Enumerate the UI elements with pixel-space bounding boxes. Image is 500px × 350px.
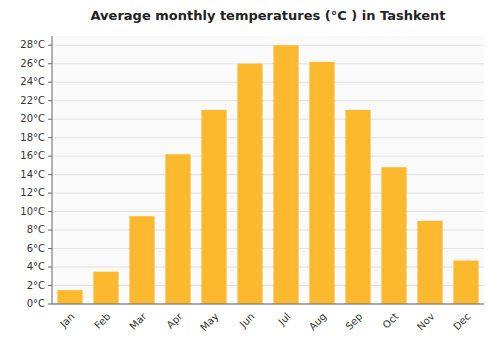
bar [201,110,226,304]
y-tick [48,230,52,231]
grid [52,45,484,304]
x-tick-label: Oct [380,311,400,331]
grid-line [52,174,484,175]
y-tick [48,248,52,249]
bar [417,221,442,304]
y-tick-label: 16°C [20,150,45,161]
y-tick-label: 14°C [20,169,45,180]
x-tick-label: Aug [307,311,329,333]
x-tick-label: Mar [127,310,149,332]
x-axis-line [52,304,484,305]
y-tick [48,45,52,46]
bar [273,45,298,304]
y-tick-label: 6°C [27,243,45,254]
y-tick [48,267,52,268]
grid-line [52,119,484,120]
y-tick [48,285,52,286]
y-tick [48,193,52,194]
y-tick-label: 4°C [27,261,45,272]
y-tick-label: 10°C [20,206,45,217]
grid-line [52,82,484,83]
bar [93,272,118,304]
y-tick-label: 12°C [20,187,45,198]
grid-line [52,304,484,305]
y-tick [48,119,52,120]
plot-background [52,36,484,304]
y-tick-label: 2°C [27,280,45,291]
x-tick-label: Jul [275,311,292,328]
y-tick-label: 0°C [27,298,45,309]
x-tick-label: Jan [57,311,76,330]
y-axis-line [52,36,53,304]
chart-container: 0°C 2°C 4°C 6°C 8°C 10°C 12°C 14°C 16°C 18°C 20°C 2… [0,0,500,350]
y-tick [48,174,52,175]
grid-line [52,45,484,46]
grid-line [52,193,484,194]
x-tick-label: Sep [343,311,364,332]
y-tick [48,82,52,83]
chart: 0°C 2°C 4°C 6°C 8°C 10°C 12°C 14°C 16°C 18°C 20°C 2… [0,0,500,350]
bar [381,167,406,304]
y-tick-label: 22°C [20,95,45,106]
bar [309,62,334,304]
bar [453,261,478,304]
x-tick-label: Apr [164,310,185,331]
title: Average monthly temperatures (°C ) in Ta… [91,8,446,23]
y-tick-label: 26°C [20,58,45,69]
x-tick-label: Jun [237,311,257,331]
x-tick-label: Dec [451,311,472,332]
grid-line [52,100,484,101]
x-tick-label: May [198,311,220,333]
y-tick [48,304,52,305]
bar [129,216,154,304]
y-tick [48,137,52,138]
y-tick-label: 28°C [20,39,45,50]
y-tick [48,211,52,212]
x-tick-label: Nov [415,311,437,333]
y-tick [48,100,52,101]
y-tick-label: 20°C [20,113,45,124]
bar [345,110,370,304]
x-tick-label: Feb [92,311,112,331]
x-tick-labels: Jan Feb Mar Apr May Jun Jul Aug Sep Oct Nov Dec [57,310,472,333]
y-tick [48,63,52,64]
bar [57,290,82,304]
y-tick [48,156,52,157]
y-tick-label: 24°C [20,76,45,87]
y-tick-label: 8°C [27,224,45,235]
grid-line [52,137,484,138]
grid-line [52,156,484,157]
grid-line [52,211,484,212]
y-tick-labels: 0°C 2°C 4°C 6°C 8°C 10°C 12°C 14°C 16°C 18°C 20°C 2… [20,39,52,309]
y-tick-label: 18°C [20,132,45,143]
bars [57,45,478,304]
grid-line [52,63,484,64]
bar [237,64,262,304]
bar [165,154,190,304]
